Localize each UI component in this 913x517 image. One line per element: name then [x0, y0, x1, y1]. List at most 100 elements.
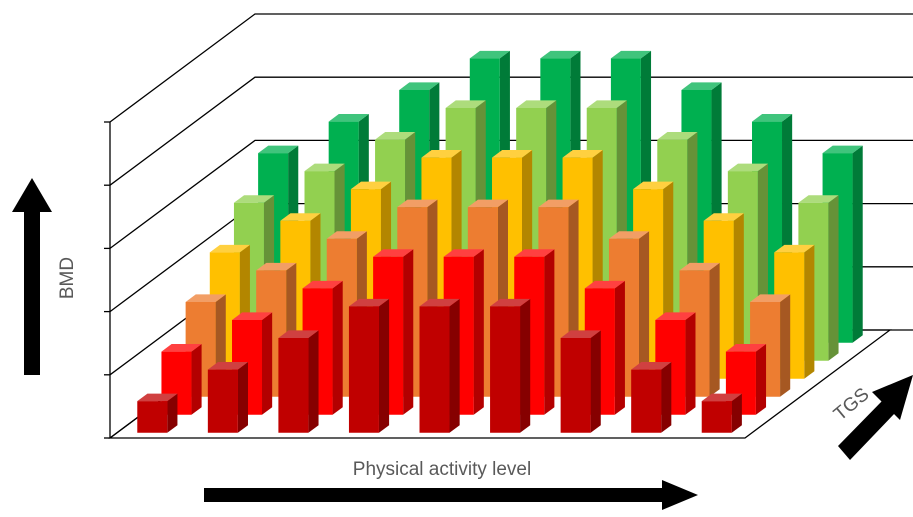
bar — [278, 330, 319, 433]
bar-top — [209, 244, 250, 253]
bar-side — [167, 393, 178, 433]
bar-top — [703, 213, 744, 221]
bar-side — [780, 294, 791, 397]
bar-side — [308, 330, 319, 433]
bar-top — [185, 294, 226, 302]
bar-top — [397, 199, 438, 208]
bar-side — [262, 312, 273, 415]
bar-front — [278, 337, 309, 433]
bar-top — [560, 330, 601, 338]
x-axis-label: Physical activity level — [353, 459, 531, 480]
bar-top — [278, 330, 319, 338]
bar-top — [633, 181, 674, 190]
bar-top — [232, 312, 273, 320]
bar-top — [304, 163, 345, 172]
bar-front — [631, 369, 662, 433]
bar-top — [326, 231, 367, 239]
bar-top — [584, 280, 625, 289]
bar-side — [614, 280, 625, 415]
arrows — [12, 178, 913, 510]
bar-front — [137, 401, 168, 433]
bar-top — [375, 132, 416, 140]
bar-top — [399, 82, 440, 90]
bar-side — [544, 249, 555, 415]
bar-top — [258, 145, 299, 154]
grid-line — [109, 13, 913, 123]
bar-top — [445, 100, 486, 108]
bar — [137, 393, 178, 433]
bar — [490, 298, 531, 433]
bar-side — [332, 280, 343, 415]
bar-top — [727, 163, 768, 172]
bar — [701, 393, 742, 433]
bar-side — [520, 298, 531, 433]
bar-top — [328, 114, 369, 122]
bar-top — [348, 298, 390, 307]
bar-side — [709, 262, 720, 397]
bar-front — [701, 401, 732, 433]
bar-front — [348, 306, 379, 433]
bar-top — [655, 312, 696, 320]
bar-top — [443, 249, 484, 257]
bar-top — [161, 344, 202, 352]
bar-top — [233, 195, 275, 203]
bar-top — [350, 181, 392, 190]
bar-top — [540, 50, 581, 59]
bar-top — [514, 249, 555, 257]
bar-front — [419, 306, 450, 433]
bar-top — [608, 231, 650, 239]
bar-side — [828, 195, 839, 361]
bar — [560, 330, 601, 433]
bar-top — [419, 298, 460, 307]
bar-top — [207, 362, 248, 370]
bar-side — [638, 231, 650, 397]
bar-top — [421, 150, 462, 158]
bar-top — [516, 100, 557, 108]
bar-top — [280, 213, 321, 221]
bar-side — [403, 249, 414, 415]
bar-top — [586, 100, 627, 108]
bar-top — [725, 344, 767, 352]
bar — [348, 298, 390, 433]
bar-side — [473, 249, 484, 415]
bar-top — [562, 150, 603, 158]
bar-front — [490, 306, 521, 433]
bar-front — [560, 337, 591, 433]
bar — [631, 362, 672, 433]
bar-side — [378, 298, 390, 433]
bar-top — [679, 262, 720, 271]
y-axis-label: BMD — [57, 257, 78, 299]
bar-top — [469, 50, 510, 59]
bar-top — [774, 244, 815, 253]
bar-top — [256, 262, 297, 271]
bar — [419, 298, 460, 433]
bar-top — [467, 199, 508, 208]
bar-side — [755, 344, 767, 415]
bar-top — [538, 199, 579, 208]
bar-top — [137, 393, 178, 402]
bar-top — [822, 145, 863, 154]
bar-top — [681, 82, 722, 90]
bar-side — [804, 244, 815, 379]
bar-top — [657, 132, 698, 140]
bar-side — [237, 362, 248, 433]
bar-side — [852, 145, 863, 343]
grid-line — [109, 76, 913, 186]
bar-top — [610, 50, 652, 59]
bar-side — [590, 330, 601, 433]
bar-top — [798, 195, 839, 203]
bar — [207, 362, 248, 433]
bar-top — [701, 393, 742, 402]
bar-side — [449, 298, 460, 433]
bar-front — [207, 369, 238, 433]
bar-side — [685, 312, 696, 415]
bar-side — [733, 213, 744, 379]
bar-side — [731, 393, 742, 433]
bar-top — [750, 294, 791, 302]
bar-side — [191, 344, 202, 415]
bar-top — [490, 298, 531, 307]
bar-top — [492, 150, 533, 158]
bar-top — [752, 114, 793, 122]
bar-top — [302, 280, 343, 289]
